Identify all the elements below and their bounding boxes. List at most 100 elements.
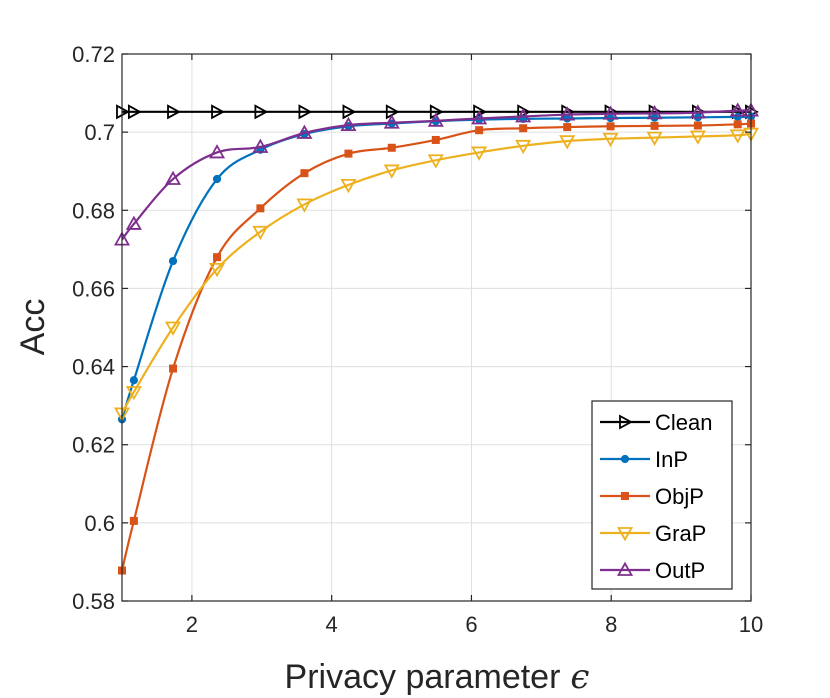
data-point-objp	[431, 135, 440, 144]
data-point-outp	[646, 105, 663, 120]
x-axis-title: Privacy parameter ϵ	[285, 657, 590, 697]
data-point-grap	[646, 131, 663, 146]
y-tick-label: 0.6	[84, 511, 115, 536]
data-point-objp	[733, 120, 742, 129]
data-point-grap	[383, 164, 400, 179]
data-point-grap	[209, 262, 226, 278]
legend-label-objp: ObjP	[655, 484, 704, 509]
y-tick-label: 0.68	[72, 198, 115, 223]
data-point-clean	[127, 104, 142, 120]
x-tick-label: 8	[605, 612, 617, 637]
series-line-outp	[121, 109, 752, 241]
plot-frame	[121, 53, 752, 602]
data-point-inp	[168, 256, 178, 266]
data-point-objp	[256, 204, 265, 213]
legend-marker-outp	[616, 561, 634, 576]
data-point-grap	[164, 321, 182, 336]
legend-marker-clean	[619, 414, 633, 430]
legend-item-outp: OutP	[600, 558, 705, 583]
data-point-inp	[129, 376, 138, 385]
data-point-objp	[650, 121, 659, 130]
data-point-objp	[300, 169, 309, 178]
data-point-outp	[125, 215, 142, 230]
axis-ticks: 0.58 0.6 0.62 0.64 0.66 0.68 0.7 0.72 2 4 6 8 10	[72, 42, 763, 637]
legend-item-grap: GraP	[600, 521, 706, 546]
data-point-grap	[729, 129, 746, 144]
data-point-grap	[559, 135, 576, 150]
legend-item-inp: InP	[600, 447, 688, 472]
data-point-outp	[164, 170, 182, 185]
data-point-outp	[689, 104, 706, 119]
data-point-clean	[298, 104, 313, 120]
data-point-outp	[729, 102, 746, 117]
y-tick-label: 0.66	[72, 276, 115, 301]
data-point-clean	[254, 104, 269, 120]
legend-label-clean: Clean	[655, 410, 712, 435]
x-axis-title-symbol: ϵ	[570, 657, 589, 697]
data-point-objp	[519, 124, 528, 133]
legend-marker-inp	[620, 454, 630, 464]
x-tick-label: 6	[465, 612, 477, 637]
data-point-objp	[344, 149, 353, 158]
data-point-grap	[296, 198, 313, 213]
series-line-objp	[120, 122, 752, 571]
legend-label-outp: OutP	[655, 558, 705, 583]
data-point-outp	[559, 106, 576, 121]
data-point-clean	[211, 104, 225, 120]
data-point-outp	[340, 116, 357, 132]
legend-item-objp: ObjP	[600, 484, 704, 509]
y-tick-label: 0.72	[72, 42, 115, 67]
y-tick-label: 0.58	[72, 589, 115, 614]
legend-marker-objp	[621, 492, 629, 500]
data-point-grap	[689, 130, 706, 145]
data-point-objp	[169, 364, 178, 373]
data-point-objp	[563, 123, 572, 132]
series-line-grap	[121, 132, 752, 414]
y-tick-label: 0.64	[72, 355, 115, 380]
series-objp	[118, 119, 755, 575]
data-point-outp	[602, 105, 619, 120]
data-point-outp	[209, 144, 226, 159]
series-outp	[113, 102, 760, 246]
x-tick-label: 10	[739, 612, 763, 637]
data-point-inp	[733, 112, 742, 122]
data-point-grap	[340, 178, 357, 194]
y-axis-title: Acc	[14, 299, 52, 356]
data-point-objp	[606, 122, 615, 131]
legend-label-inp: InP	[655, 447, 688, 472]
x-axis-title-text: Privacy parameter	[285, 658, 561, 696]
data-point-clean	[342, 104, 357, 120]
data-point-objp	[387, 143, 396, 152]
data-point-grap	[427, 154, 444, 169]
x-tick-label: 2	[186, 612, 198, 637]
x-tick-label: 4	[326, 612, 338, 637]
data-point-grap	[471, 146, 488, 161]
data-point-objp	[129, 516, 138, 525]
data-point-outp	[383, 114, 400, 129]
data-point-grap	[602, 132, 619, 148]
data-point-outp	[252, 138, 269, 153]
data-point-objp	[693, 121, 702, 130]
data-point-objp	[213, 253, 222, 262]
data-point-inp	[563, 114, 572, 123]
legend-label-grap: GraP	[655, 521, 706, 546]
data-point-inp	[212, 174, 222, 184]
data-point-outp	[471, 110, 488, 125]
data-point-grap	[515, 139, 532, 155]
data-point-clean	[473, 104, 488, 120]
data-point-outp	[296, 124, 313, 139]
y-tick-label: 0.62	[72, 433, 115, 458]
data-point-clean	[167, 104, 181, 120]
data-point-outp	[515, 108, 532, 123]
data-point-grap	[252, 225, 269, 241]
legend-marker-grap	[616, 527, 634, 542]
series-layer	[113, 102, 760, 575]
data-point-objp	[475, 126, 484, 135]
legend: Clean InP ObjP GraP OutP	[591, 400, 733, 590]
data-point-clean	[385, 104, 400, 120]
legend-item-clean: Clean	[600, 410, 712, 435]
y-tick-label: 0.7	[84, 120, 115, 145]
data-point-outp	[427, 112, 444, 127]
data-point-grap	[125, 386, 142, 401]
